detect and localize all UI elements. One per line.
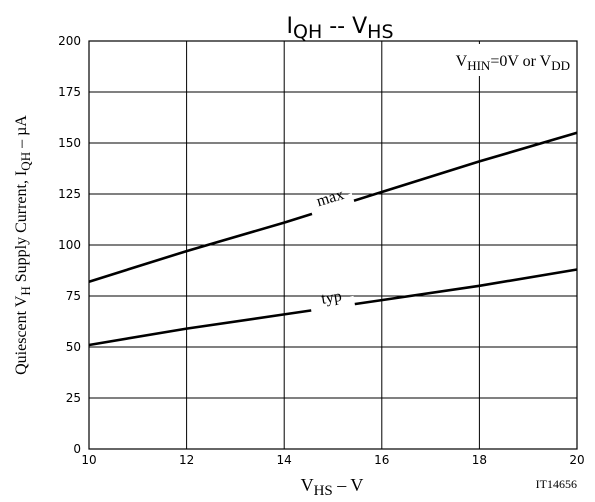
figure-id: IT14656 bbox=[536, 477, 577, 491]
x-tick-label: 20 bbox=[569, 453, 584, 467]
series-label-typ: typ bbox=[320, 288, 343, 308]
y-tick-label: 0 bbox=[73, 442, 81, 456]
x-tick-label: 16 bbox=[374, 453, 389, 467]
y-tick-label: 150 bbox=[58, 136, 81, 150]
y-tick-label: 125 bbox=[58, 187, 81, 201]
y-tick-label: 25 bbox=[66, 391, 81, 405]
condition-note-box bbox=[396, 44, 572, 76]
x-tick-label: 10 bbox=[81, 453, 96, 467]
chart-title: IQH -- VHS bbox=[286, 14, 393, 43]
x-tick-label: 18 bbox=[472, 453, 487, 467]
y-tick-label: 200 bbox=[58, 34, 81, 48]
x-tick-label: 12 bbox=[179, 453, 194, 467]
series-label-gap bbox=[309, 193, 357, 222]
x-tick-label: 14 bbox=[277, 453, 292, 467]
y-axis-label: Quiescent VH Supply Current, IQH – µA bbox=[13, 115, 33, 375]
y-tick-label: 100 bbox=[58, 238, 81, 252]
y-tick-label: 75 bbox=[66, 289, 81, 303]
condition-note: VHIN=0V or VDD bbox=[456, 53, 570, 73]
series-label-gap bbox=[310, 295, 356, 319]
series-label-group: typ bbox=[310, 288, 356, 319]
series-label-group: max bbox=[309, 186, 357, 222]
y-tick-label: 50 bbox=[66, 340, 81, 354]
y-tick-label: 175 bbox=[58, 85, 81, 99]
x-axis-label: VHS – V bbox=[301, 475, 364, 499]
